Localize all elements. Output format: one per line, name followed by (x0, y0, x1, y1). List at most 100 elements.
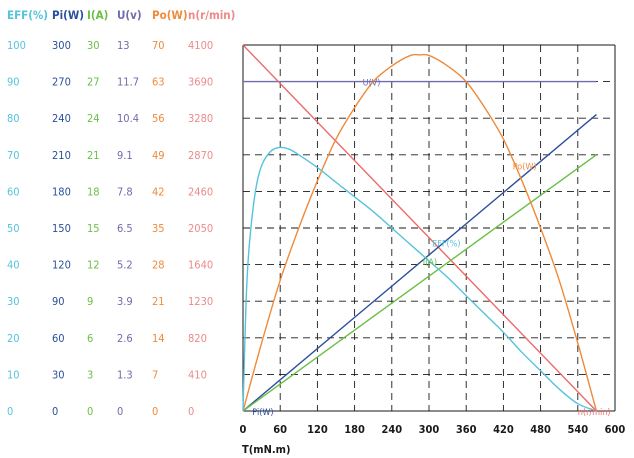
x-tick-label: 120 (307, 423, 328, 436)
x-axis-ticks: 0 60 120 180 240 300 360 420 480 540 600 (240, 423, 626, 436)
column-header-po: Po(W) (152, 8, 188, 22)
y-tick-u: 10.4 (117, 112, 139, 125)
y-tick-eff: 60 (7, 185, 20, 198)
x-tick-label: 480 (530, 423, 551, 436)
y-tick-i: 21 (87, 149, 100, 162)
y-tick-po: 70 (152, 39, 165, 52)
y-tick-u: 5.2 (117, 259, 133, 272)
column-header-u: U(v) (117, 8, 142, 22)
y-tick-n: 1640 (188, 259, 213, 272)
x-tick-label: 240 (381, 423, 402, 436)
y-tick-eff: 100 (7, 39, 26, 52)
x-tick-label: 600 (605, 423, 626, 436)
column-header-eff: EFF(%) (7, 8, 48, 22)
y-tick-pi: 180 (52, 185, 71, 198)
column-header-pi: Pi(W) (52, 8, 84, 22)
y-tick-i: 18 (87, 185, 100, 198)
y-tick-i: 15 (87, 222, 100, 235)
y-tick-n: 2460 (188, 185, 213, 198)
x-tick-label: 420 (493, 423, 514, 436)
y-tick-pi: 0 (52, 405, 58, 418)
y-tick-eff: 90 (7, 76, 20, 89)
y-tick-i: 3 (87, 368, 93, 381)
y-tick-eff: 40 (7, 259, 20, 272)
y-tick-pi: 60 (52, 332, 65, 345)
y-tick-po: 63 (152, 76, 165, 89)
y-tick-po: 56 (152, 112, 165, 125)
y-tick-pi: 210 (52, 149, 71, 162)
y-tick-pi: 90 (52, 295, 65, 308)
y-tick-i: 30 (87, 39, 100, 52)
y-tick-po: 14 (152, 332, 165, 345)
y-tick-u: 2.6 (117, 332, 133, 345)
y-tick-u: 11.7 (117, 76, 139, 89)
y-tick-n: 410 (188, 368, 207, 381)
series-line-pi (242, 114, 597, 412)
x-tick-label: 60 (273, 423, 287, 436)
y-tick-u: 9.1 (117, 149, 133, 162)
series-line-n (242, 44, 597, 412)
y-tick-pi: 30 (52, 368, 65, 381)
y-tick-u: 6.5 (117, 222, 133, 235)
y-tick-pi: 120 (52, 259, 71, 272)
y-tick-u: 3.9 (117, 295, 133, 308)
y-tick-n: 2050 (188, 222, 213, 235)
x-tick-label: 0 (240, 423, 247, 436)
y-tick-pi: 270 (52, 76, 71, 89)
y-tick-pi: 240 (52, 112, 71, 125)
series-label-n: n(r/min) (578, 408, 611, 418)
y-tick-eff: 80 (7, 112, 20, 125)
y-tick-eff: 30 (7, 295, 20, 308)
y-tick-eff: 50 (7, 222, 20, 235)
y-tick-n: 1230 (188, 295, 213, 308)
grid (242, 44, 616, 412)
series-line-po (242, 53, 598, 412)
y-tick-eff: 20 (7, 332, 20, 345)
series-label-pi: Pi(W) (252, 408, 273, 418)
y-tick-eff: 70 (7, 149, 20, 162)
y-tick-i: 9 (87, 295, 93, 308)
series-label-eff: EFF(%) (432, 240, 460, 250)
y-tick-u: 7.8 (117, 185, 133, 198)
series-line-eff (242, 146, 597, 412)
y-tick-n: 0 (188, 405, 194, 418)
y-tick-i: 6 (87, 332, 93, 345)
y-tick-eff: 10 (7, 368, 20, 381)
y-tick-eff: 0 (7, 405, 13, 418)
y-axis-tick-columns: 1009080706050403020100300270240210180150… (7, 39, 213, 418)
series-labels: U(V) n(r/min) Pi(W) I(A) Po(W) EFF(%) (252, 79, 610, 418)
series-label-i: I(A) (423, 258, 437, 268)
series-label-u: U(V) (363, 79, 381, 89)
x-tick-label: 540 (567, 423, 588, 436)
y-tick-i: 0 (87, 405, 93, 418)
y-tick-po: 0 (152, 405, 158, 418)
y-tick-i: 24 (87, 112, 100, 125)
y-tick-pi: 300 (52, 39, 71, 52)
series-label-po: Po(W) (513, 162, 537, 172)
y-tick-po: 49 (152, 149, 165, 162)
x-axis-label: T(mN.m) (242, 443, 290, 456)
y-tick-po: 21 (152, 295, 165, 308)
series-line-i (242, 154, 597, 412)
y-tick-n: 2870 (188, 149, 213, 162)
x-tick-label: 300 (419, 423, 440, 436)
y-tick-n: 3690 (188, 76, 213, 89)
y-tick-i: 12 (87, 259, 100, 272)
x-tick-label: 360 (456, 423, 477, 436)
y-tick-n: 4100 (188, 39, 213, 52)
x-tick-label: 180 (344, 423, 365, 436)
series-lines (242, 44, 598, 412)
column-headers: EFF(%) Pi(W) I(A) U(v) Po(W) n(r/min) (7, 8, 235, 22)
y-tick-i: 27 (87, 76, 100, 89)
column-header-n: n(r/min) (188, 8, 235, 22)
y-tick-u: 1.3 (117, 368, 133, 381)
y-tick-pi: 150 (52, 222, 71, 235)
y-tick-n: 3280 (188, 112, 213, 125)
y-tick-n: 820 (188, 332, 207, 345)
y-tick-po: 35 (152, 222, 165, 235)
y-tick-po: 42 (152, 185, 165, 198)
y-tick-po: 7 (152, 368, 158, 381)
column-header-i: I(A) (87, 8, 108, 22)
y-tick-po: 28 (152, 259, 165, 272)
